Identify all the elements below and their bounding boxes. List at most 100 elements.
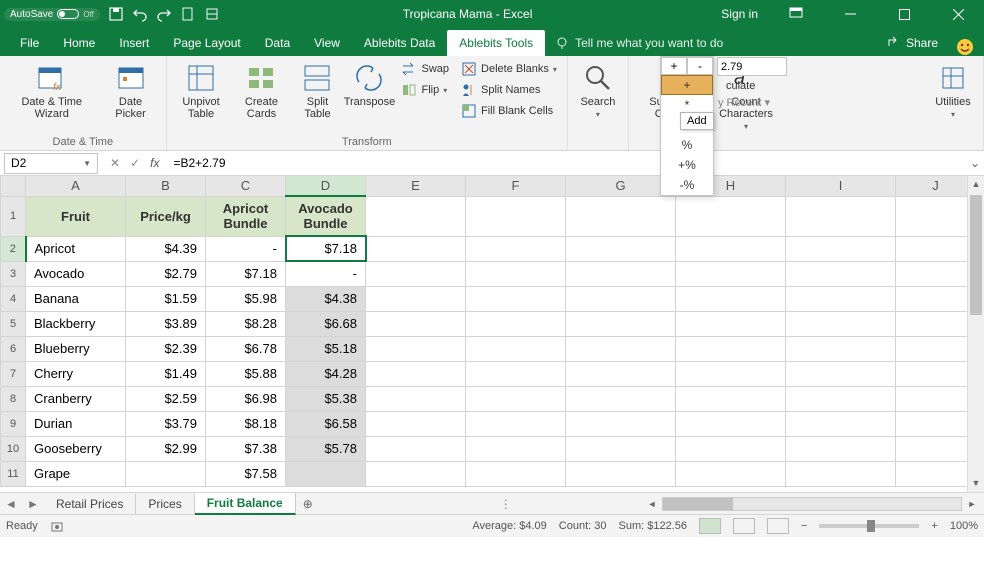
share-button[interactable]: Share <box>879 30 946 56</box>
cell[interactable] <box>366 361 466 386</box>
cell[interactable]: - <box>206 236 286 261</box>
cell[interactable]: $3.89 <box>126 311 206 336</box>
scroll-right-icon[interactable]: ► <box>964 499 980 509</box>
cell[interactable]: Apricot <box>26 236 126 261</box>
formula-input[interactable]: =B2+2.79 <box>167 154 966 172</box>
cancel-icon[interactable]: ✕ <box>110 156 120 170</box>
column-header[interactable]: I <box>786 176 896 196</box>
sheet-tab[interactable]: Retail Prices <box>44 494 136 514</box>
cell[interactable] <box>786 236 896 261</box>
cell[interactable]: Durian <box>26 411 126 436</box>
cell[interactable] <box>786 196 896 236</box>
utilities-button[interactable]: Utilities <box>931 60 975 121</box>
cell[interactable] <box>366 386 466 411</box>
minimize-button[interactable] <box>828 0 872 28</box>
macro-record-icon[interactable] <box>50 519 64 533</box>
column-header[interactable]: B <box>126 176 206 196</box>
cell[interactable] <box>366 236 466 261</box>
cell[interactable]: $7.18 <box>206 261 286 286</box>
sheet-tab[interactable]: Prices <box>136 494 194 514</box>
zoom-out-button[interactable]: − <box>801 520 807 532</box>
table-header-cell[interactable]: Avocado Bundle <box>286 196 366 236</box>
cell[interactable] <box>896 236 976 261</box>
cell[interactable] <box>466 196 566 236</box>
cell[interactable]: $1.59 <box>126 286 206 311</box>
cell[interactable]: $6.78 <box>206 336 286 361</box>
cell[interactable] <box>676 361 786 386</box>
name-box[interactable]: D2 ▼ <box>4 153 98 174</box>
row-header[interactable]: 4 <box>1 286 26 311</box>
cell[interactable] <box>786 286 896 311</box>
cell[interactable] <box>896 361 976 386</box>
op-pluspct[interactable]: +% <box>661 155 713 175</box>
cell[interactable]: $3.79 <box>126 411 206 436</box>
table-header-cell[interactable]: Apricot Bundle <box>206 196 286 236</box>
op-minuspct[interactable]: -% <box>661 175 713 195</box>
cell[interactable]: $2.39 <box>126 336 206 361</box>
cell[interactable] <box>566 436 676 461</box>
zoom-slider[interactable] <box>819 524 919 528</box>
cell[interactable] <box>366 286 466 311</box>
cell[interactable] <box>566 461 676 486</box>
cell[interactable]: Gooseberry <box>26 436 126 461</box>
row-header[interactable]: 5 <box>1 311 26 336</box>
signin-link[interactable]: Sign in <box>715 7 764 21</box>
cell[interactable] <box>786 261 896 286</box>
cell[interactable] <box>466 236 566 261</box>
calculate-value-input[interactable] <box>717 57 787 76</box>
hscroll-thumb[interactable] <box>663 498 733 510</box>
cell[interactable]: $4.38 <box>286 286 366 311</box>
cell[interactable] <box>466 436 566 461</box>
cell[interactable] <box>896 436 976 461</box>
cell[interactable] <box>896 386 976 411</box>
expand-formula-icon[interactable]: ⌄ <box>966 156 984 170</box>
row-header[interactable]: 6 <box>1 336 26 361</box>
cell[interactable] <box>366 196 466 236</box>
undo-icon[interactable] <box>132 6 148 22</box>
date-picker-button[interactable]: Date Picker <box>103 60 157 122</box>
cell[interactable] <box>466 261 566 286</box>
cell[interactable] <box>466 386 566 411</box>
maximize-button[interactable] <box>882 0 926 28</box>
cell[interactable]: Cherry <box>26 361 126 386</box>
cell[interactable]: $5.18 <box>286 336 366 361</box>
cell[interactable] <box>366 436 466 461</box>
tell-me[interactable]: Tell me what you want to do <box>545 30 733 56</box>
cell[interactable] <box>366 261 466 286</box>
fx-icon[interactable]: fx <box>150 156 159 170</box>
sheet-tab[interactable]: Fruit Balance <box>195 493 296 515</box>
view-normal-button[interactable] <box>699 518 721 534</box>
enter-icon[interactable]: ✓ <box>130 156 140 170</box>
cell[interactable]: $6.58 <box>286 411 366 436</box>
cell[interactable] <box>786 436 896 461</box>
cell[interactable]: $7.18 <box>286 236 366 261</box>
column-header[interactable]: D <box>286 176 366 196</box>
cell[interactable] <box>676 336 786 361</box>
cell[interactable]: $7.58 <box>206 461 286 486</box>
cell[interactable]: $5.98 <box>206 286 286 311</box>
cell[interactable]: Cranberry <box>26 386 126 411</box>
cell[interactable] <box>566 311 676 336</box>
table-header-cell[interactable]: Fruit <box>26 196 126 236</box>
cell[interactable] <box>466 461 566 486</box>
cell[interactable]: Banana <box>26 286 126 311</box>
table-header-cell[interactable]: Price/kg <box>126 196 206 236</box>
cell[interactable] <box>896 261 976 286</box>
cell[interactable] <box>786 311 896 336</box>
autosave-toggle[interactable]: AutoSave Off <box>4 8 100 21</box>
cell[interactable] <box>896 196 976 236</box>
cell[interactable] <box>366 411 466 436</box>
select-all-corner[interactable] <box>1 176 26 196</box>
fill-blank-cells-button[interactable]: Fill Blank Cells <box>459 102 559 120</box>
row-header[interactable]: 3 <box>1 261 26 286</box>
date-time-wizard-button[interactable]: fx Date & Time Wizard <box>8 60 95 122</box>
search-button[interactable]: Search <box>576 60 620 121</box>
op-plus-selected[interactable]: + <box>661 75 713 95</box>
view-page-break-button[interactable] <box>767 518 789 534</box>
row-header[interactable]: 10 <box>1 436 26 461</box>
cell[interactable] <box>126 461 206 486</box>
cell[interactable] <box>286 461 366 486</box>
cell[interactable] <box>896 336 976 361</box>
cell[interactable] <box>366 311 466 336</box>
tab-view[interactable]: View <box>302 30 352 56</box>
